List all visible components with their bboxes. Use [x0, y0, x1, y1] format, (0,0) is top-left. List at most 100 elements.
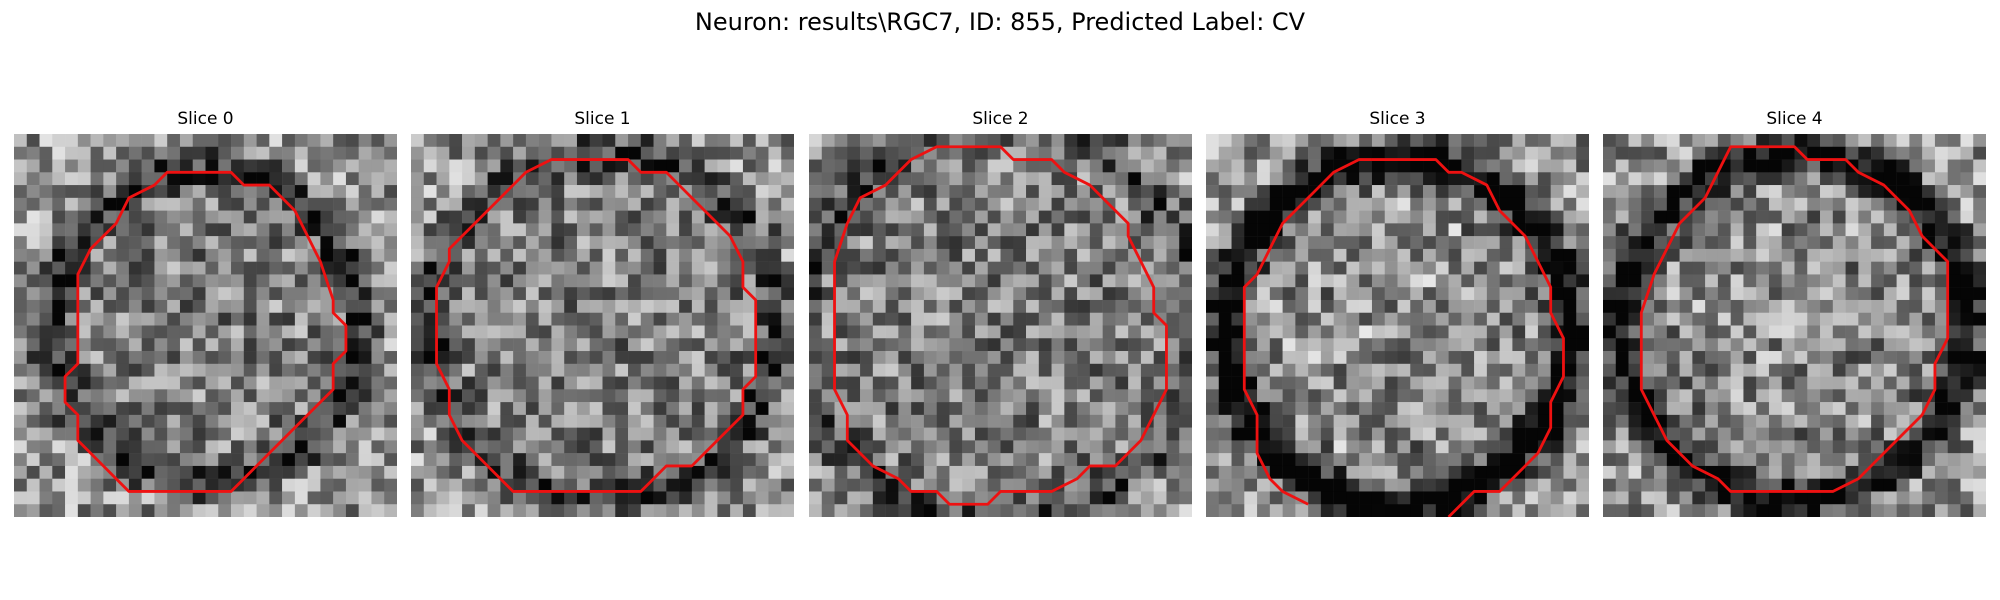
pixel: [103, 440, 117, 454]
pixel: [1858, 197, 1872, 211]
pixel: [1641, 504, 1655, 517]
pixel: [898, 504, 912, 517]
pixel: [1679, 134, 1693, 148]
pixel: [640, 134, 654, 148]
pixel: [1166, 274, 1180, 288]
pixel: [1166, 376, 1180, 390]
pixel: [1295, 146, 1309, 160]
pixel: [1308, 402, 1322, 416]
pixel: [1641, 440, 1655, 454]
pixel: [1269, 427, 1283, 441]
pixel: [1089, 248, 1103, 262]
pixel: [116, 376, 130, 390]
pixel: [1423, 389, 1437, 403]
pixel: [1743, 172, 1757, 186]
pixel: [1717, 325, 1731, 339]
pixel: [1269, 261, 1283, 275]
pixel: [1641, 414, 1655, 428]
pixel: [679, 427, 693, 441]
pixel: [423, 287, 437, 301]
pixel: [1768, 478, 1782, 492]
pixel: [1000, 389, 1014, 403]
pixel: [1179, 389, 1192, 403]
pixel: [1922, 261, 1936, 275]
pixel: [1563, 478, 1577, 492]
pixel: [589, 312, 603, 326]
pixel: [116, 172, 130, 186]
pixel: [65, 338, 79, 352]
pixel: [1282, 465, 1296, 479]
pixel: [179, 440, 193, 454]
pixel: [1576, 312, 1589, 326]
pixel: [1077, 453, 1091, 467]
pixel: [564, 210, 578, 224]
pixel: [987, 427, 1001, 441]
pixel: [345, 159, 359, 173]
pixel: [1102, 376, 1116, 390]
pixel: [1140, 491, 1154, 505]
pixel: [487, 414, 501, 428]
pixel: [1077, 236, 1091, 250]
pixel: [1384, 465, 1398, 479]
pixel: [294, 338, 308, 352]
pixel: [1346, 427, 1360, 441]
pixel: [1794, 197, 1808, 211]
pixel: [26, 134, 40, 148]
pixel: [1282, 427, 1296, 441]
pixel: [1435, 491, 1449, 505]
pixel: [500, 159, 514, 173]
pixel: [1781, 491, 1795, 505]
pixel: [923, 376, 937, 390]
pixel: [962, 134, 976, 148]
pixel: [1628, 185, 1642, 199]
pixel: [1717, 248, 1731, 262]
pixel: [538, 146, 552, 160]
pixel: [1051, 134, 1065, 148]
pixel: [1115, 376, 1129, 390]
pixel: [39, 312, 53, 326]
pixel: [1077, 363, 1091, 377]
pixel: [474, 504, 488, 517]
pixel: [1768, 414, 1782, 428]
pixel: [847, 389, 861, 403]
pixel: [1679, 440, 1693, 454]
pixel: [911, 312, 925, 326]
pixel: [1628, 363, 1642, 377]
pixel: [666, 299, 680, 313]
pixel: [1794, 248, 1808, 262]
pixel: [781, 338, 794, 352]
pixel: [1756, 299, 1770, 313]
pixel: [962, 465, 976, 479]
pixel: [1308, 465, 1322, 479]
pixel: [1679, 402, 1693, 416]
pixel: [282, 274, 296, 288]
pixel: [1128, 363, 1142, 377]
pixel: [333, 465, 347, 479]
pixel: [1077, 287, 1091, 301]
pixel: [730, 223, 744, 237]
pixel: [1563, 325, 1577, 339]
pixel: [755, 134, 769, 148]
pixel: [1295, 172, 1309, 186]
pixel: [962, 325, 976, 339]
pixel: [1320, 261, 1334, 275]
pixel: [1244, 363, 1258, 377]
pixel: [14, 427, 28, 441]
pixel: [1013, 312, 1027, 326]
pixel: [809, 363, 823, 377]
pixel: [628, 172, 642, 186]
pixel: [1486, 172, 1500, 186]
pixel: [26, 338, 40, 352]
pixel: [1231, 134, 1245, 148]
panel-title-slice-3: Slice 3: [1369, 109, 1426, 129]
pixel: [65, 248, 79, 262]
pixel: [564, 478, 578, 492]
pixel: [1896, 453, 1910, 467]
pixel: [411, 427, 425, 441]
pixel: [154, 414, 168, 428]
pixel: [809, 376, 823, 390]
pixel: [333, 504, 347, 517]
pixel: [1794, 274, 1808, 288]
pixel: [1499, 299, 1513, 313]
pixel: [1756, 274, 1770, 288]
